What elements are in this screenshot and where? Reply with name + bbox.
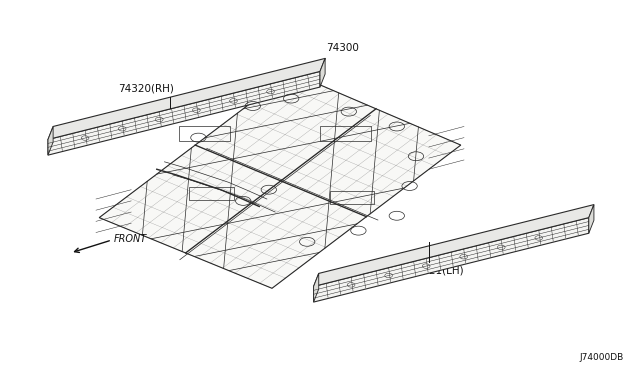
Text: 74300: 74300 [326, 43, 359, 53]
Polygon shape [314, 218, 589, 302]
Polygon shape [314, 273, 319, 302]
Polygon shape [589, 205, 594, 233]
Polygon shape [314, 205, 594, 286]
Polygon shape [99, 73, 461, 288]
Text: FRONT: FRONT [114, 234, 147, 244]
Text: J74000DB: J74000DB [580, 353, 624, 362]
Polygon shape [320, 58, 325, 87]
Polygon shape [48, 126, 53, 155]
Polygon shape [48, 58, 325, 140]
Text: 74320(RH): 74320(RH) [118, 84, 174, 94]
Text: 74321(LH): 74321(LH) [410, 266, 464, 276]
Polygon shape [48, 71, 320, 155]
